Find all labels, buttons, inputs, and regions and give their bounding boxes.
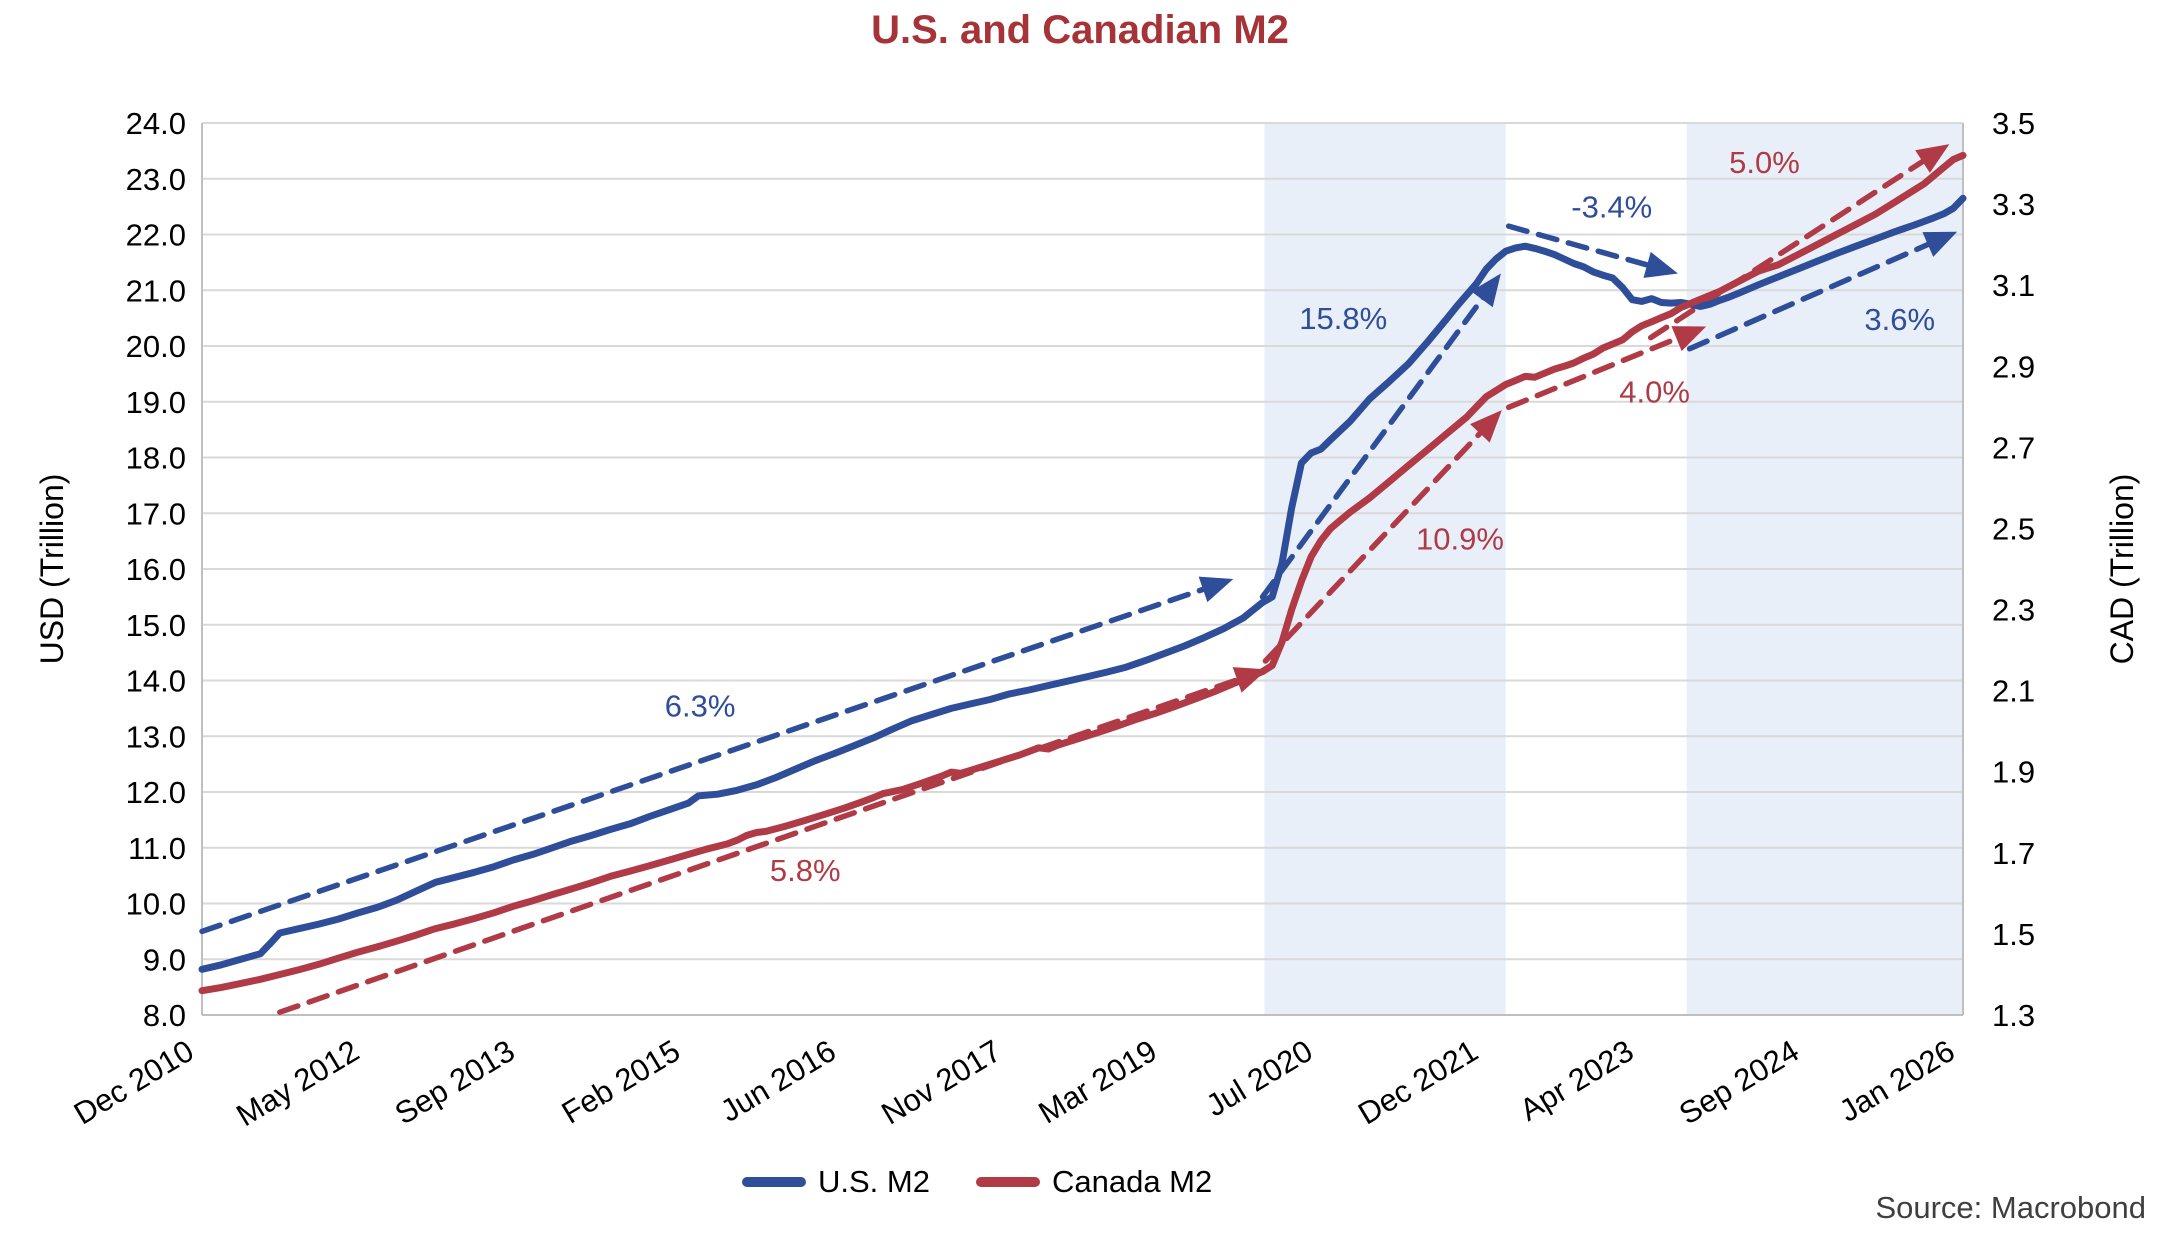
x-axis-tick-label-apr-2023: Apr 2023	[1514, 1033, 1640, 1128]
x-axis-tick-label-nov-2017: Nov 2017	[875, 1033, 1007, 1131]
left-axis-tick-label: 19.0	[126, 385, 186, 420]
left-axis-tick-label: 9.0	[143, 942, 186, 977]
left-axis-tick-label: 17.0	[126, 496, 186, 531]
trend-line-10.9%	[1262, 424, 1489, 664]
trend-arrowhead-10.9%	[1470, 410, 1502, 443]
canada-m2-line	[198, 151, 1967, 995]
trend-line--3.4%	[1505, 223, 1658, 270]
legend-label-us-m2: U.S. M2	[818, 1164, 930, 1199]
left-axis-tick-label: 8.0	[143, 998, 186, 1033]
left-axis-tick-label: 11.0	[128, 831, 186, 866]
left-axis-tick-label: 18.0	[126, 441, 186, 476]
right-axis-tick-label: 2.1	[1992, 674, 2035, 709]
canada-m2-line-swatch	[975, 1177, 1040, 1187]
growth-rate-label-6.3%: 6.3%	[665, 689, 736, 724]
left-axis-tick-label: 16.0	[126, 552, 186, 587]
x-axis-tick-label-dec-2010: Dec 2010	[68, 1033, 200, 1131]
right-axis-tick-label: 1.9	[1992, 755, 2035, 790]
x-axis-tick-label-sep-2024: Sep 2024	[1673, 1033, 1805, 1131]
left-axis-tick-label: 14.0	[126, 664, 186, 699]
trend-arrowhead-15.8%	[1471, 273, 1501, 308]
x-axis-tick-label-may-2012: May 2012	[230, 1033, 365, 1133]
x-axis-tick-label-dec-2021: Dec 2021	[1352, 1033, 1484, 1131]
left-axis-tick-label: 20.0	[126, 329, 186, 364]
trend-line-6.3%	[199, 584, 1214, 935]
right-axis-tick-label: 3.3	[1992, 187, 2035, 222]
growth-rate-label--3.4%: -3.4%	[1571, 190, 1652, 225]
x-axis-tick-label-jul-2020: Jul 2020	[1200, 1033, 1319, 1123]
left-axis-tick-label: 22.0	[126, 218, 186, 253]
legend-item-us-m2: U.S. M2	[742, 1164, 930, 1200]
x-axis-tick-label-sep-2013: Sep 2013	[389, 1033, 521, 1131]
left-axis-tick-label: 10.0	[126, 887, 186, 922]
trend-arrowhead-3.6%	[1922, 231, 1958, 257]
growth-rate-label-5.8%: 5.8%	[770, 853, 841, 888]
legend-item-canada-m2: Canada M2	[975, 1164, 1213, 1200]
source-note: Source: Macrobond	[1875, 1190, 2146, 1225]
x-axis-tick-label-feb-2015: Feb 2015	[556, 1033, 686, 1130]
right-axis-tick-label: 2.9	[1992, 349, 2035, 384]
growth-rate-label-10.9%: 10.9%	[1416, 521, 1504, 556]
trend-line-4.0%	[1505, 332, 1687, 411]
right-axis-tick-label: 2.7	[1992, 430, 2035, 465]
left-axis-tick-label: 15.0	[126, 608, 186, 643]
x-axis-tick-label-jan-2026: Jan 2026	[1833, 1033, 1960, 1129]
right-axis-tick-label: 3.1	[1992, 268, 2035, 303]
growth-rate-label-15.8%: 15.8%	[1299, 301, 1387, 336]
left-axis-tick-label: 12.0	[126, 775, 186, 810]
right-axis-tick-label: 2.3	[1992, 593, 2035, 628]
left-axis-tick-label: 21.0	[126, 273, 186, 308]
left-axis-tick-label: 13.0	[126, 719, 186, 754]
trend-line-3.6%	[1686, 238, 1938, 352]
trend-arrowhead-6.3%	[1198, 576, 1234, 603]
left-axis-tick-label: 23.0	[126, 162, 186, 197]
legend-label-canada-m2: Canada M2	[1051, 1164, 1213, 1199]
legend: U.S. M2 Canada M2	[742, 1158, 1212, 1206]
growth-rate-label-3.6%: 3.6%	[1864, 302, 1935, 337]
right-axis-tick-label: 1.5	[1992, 917, 2035, 952]
trend-line-15.8%	[1259, 290, 1490, 600]
trend-arrowhead--3.4%	[1643, 251, 1678, 278]
x-axis-tick-label-mar-2019: Mar 2019	[1033, 1033, 1163, 1130]
us-m2-line-swatch	[742, 1177, 806, 1187]
growth-rate-label-5.0%: 5.0%	[1729, 145, 1800, 180]
trend-line-5.8%	[277, 674, 1248, 1015]
growth-rate-label-4.0%: 4.0%	[1619, 375, 1690, 410]
left-axis-tick-label: 24.0	[126, 106, 186, 141]
trend-arrowhead-5.0%	[1915, 144, 1950, 173]
right-axis-tick-label: 1.3	[1992, 998, 2035, 1033]
right-axis-tick-label: 2.5	[1992, 511, 2035, 546]
right-axis-tick-label: 1.7	[1992, 836, 2035, 871]
trend-arrowhead-4.0%	[1671, 326, 1707, 352]
x-axis-tick-label-jun-2016: Jun 2016	[714, 1033, 841, 1129]
right-axis-tick-label: 3.5	[1992, 106, 2035, 141]
trend-line-5.0%	[1647, 154, 1932, 341]
chart-title: U.S. and Canadian M2	[871, 8, 1289, 52]
